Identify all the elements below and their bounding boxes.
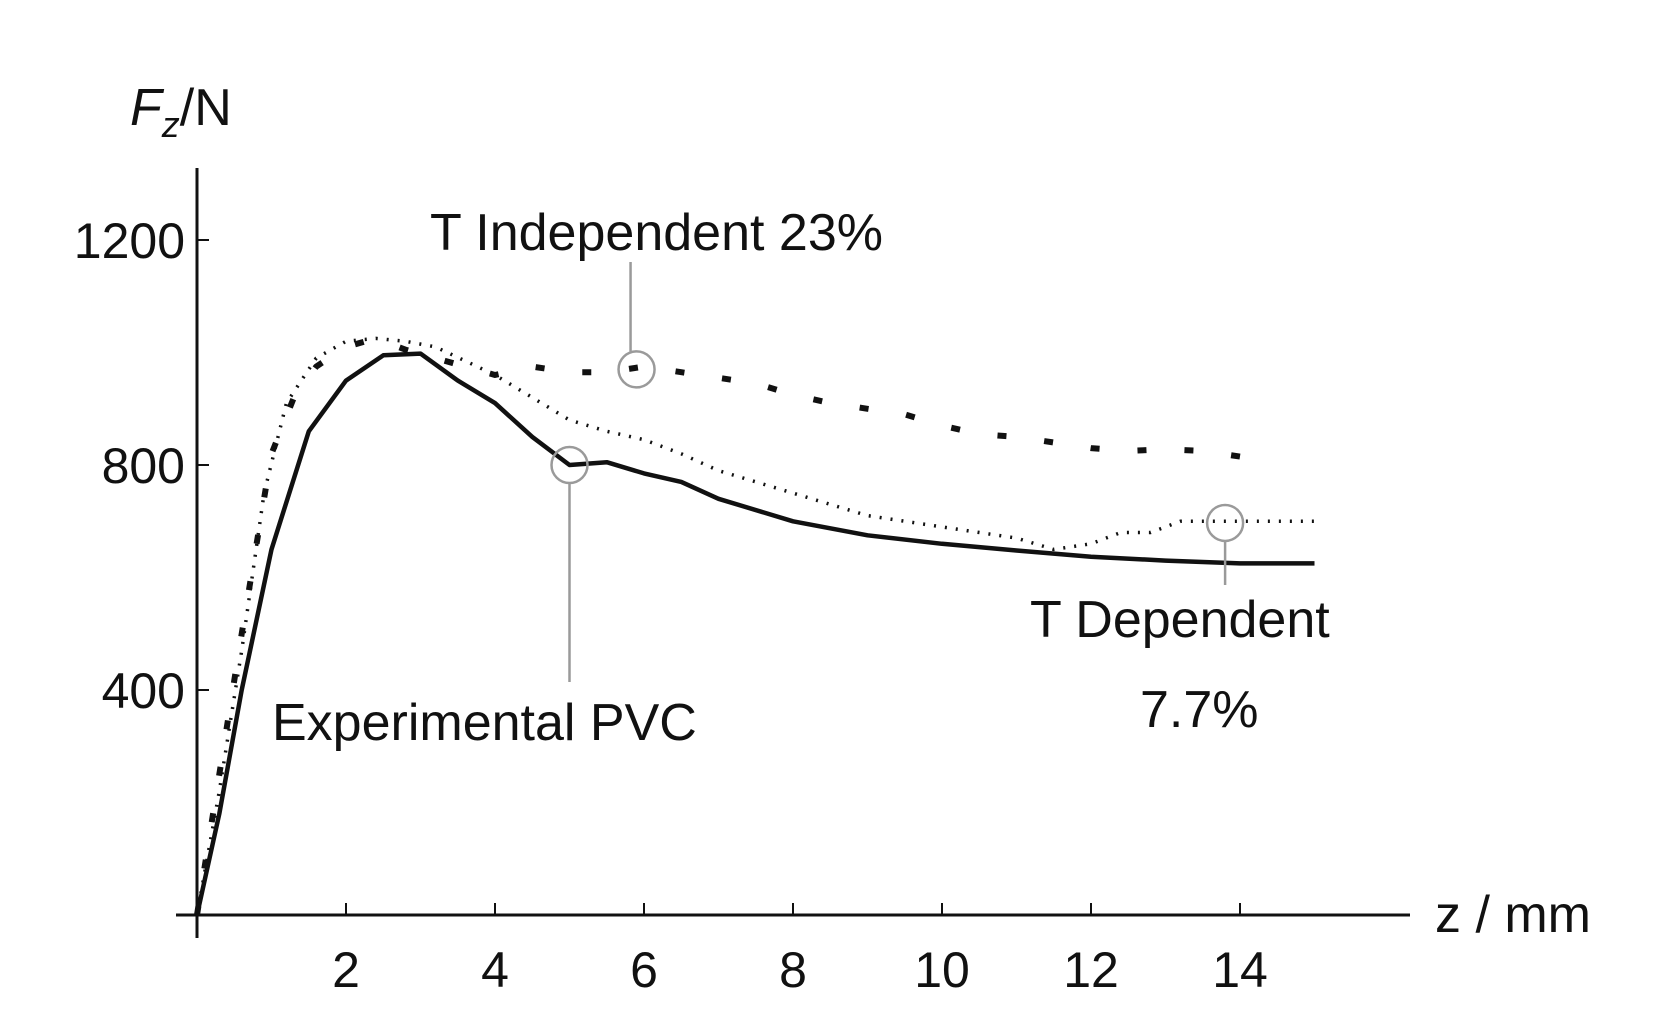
annotation-t-dependent: T Dependent	[1030, 591, 1330, 649]
annotation-experimental-pvc: Experimental PVC	[272, 694, 697, 752]
x-axis-title: z / mm	[1435, 886, 1591, 944]
annotation-marker	[617, 350, 656, 389]
y-tick-label: 800	[102, 438, 185, 494]
y-ticks: 400 800 1200	[74, 213, 209, 719]
x-tick-label: 14	[1212, 942, 1268, 998]
annotation-t-dependent-value: 7.7%	[1140, 681, 1259, 739]
x-tick-label: 6	[630, 942, 658, 998]
x-tick-label: 2	[332, 942, 360, 998]
x-ticks: 2 4 6 8 10 12 14	[332, 903, 1268, 998]
annotation-layer	[550, 262, 1245, 682]
x-tick-label: 12	[1063, 942, 1119, 998]
x-tick-label: 4	[481, 942, 509, 998]
y-axis-unit: /N	[180, 79, 232, 137]
y-axis-title: Fz/N	[130, 79, 232, 145]
y-axis-subscript: z	[161, 104, 180, 145]
annotation-t-independent: T Independent 23%	[430, 204, 883, 262]
y-tick-label: 400	[102, 663, 185, 719]
y-tick-label: 1200	[74, 213, 185, 269]
y-axis-symbol: F	[130, 79, 165, 137]
x-tick-label: 8	[779, 942, 807, 998]
x-tick-label: 10	[914, 942, 970, 998]
